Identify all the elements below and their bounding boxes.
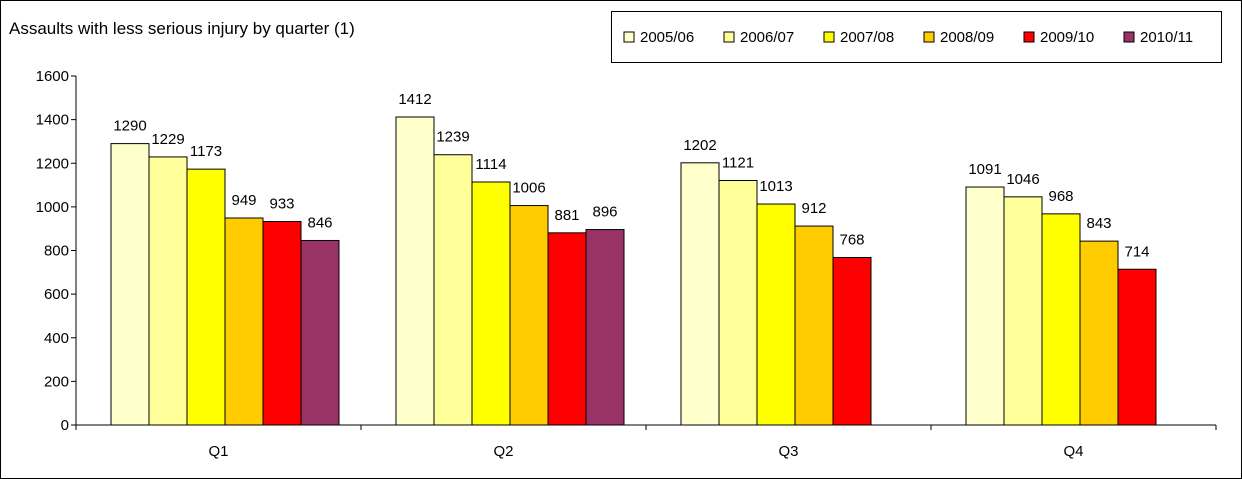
legend-label: 2010/11 bbox=[1140, 29, 1193, 46]
data-label: 1046 bbox=[1006, 171, 1039, 188]
bar-q1-series-5 bbox=[300, 239, 340, 426]
bar-q4-series-0 bbox=[965, 186, 1005, 426]
data-label: 768 bbox=[839, 231, 864, 248]
data-label: 933 bbox=[269, 195, 294, 212]
bar-q1-series-1 bbox=[148, 156, 188, 426]
chart-title: Assaults with less serious injury by qua… bbox=[9, 19, 355, 38]
bar-q2-series-3 bbox=[509, 205, 549, 426]
y-tick-label: 200 bbox=[44, 373, 69, 390]
bar-q2-series-2 bbox=[471, 181, 511, 426]
bar-q1-series-2 bbox=[186, 168, 226, 426]
data-label: 1290 bbox=[113, 118, 146, 135]
data-label: 714 bbox=[1124, 243, 1149, 260]
legend-label: 2007/08 bbox=[840, 29, 894, 46]
legend-swatch bbox=[623, 31, 635, 43]
bar-q4-series-4 bbox=[1117, 268, 1157, 426]
data-label: 881 bbox=[554, 207, 579, 224]
bar-q1-series-4 bbox=[262, 220, 302, 426]
y-tick-label: 400 bbox=[44, 330, 69, 347]
bar-q4-series-1 bbox=[1003, 196, 1043, 426]
legend-swatch bbox=[1023, 31, 1035, 43]
data-label: 1121 bbox=[722, 154, 754, 171]
legend-swatch bbox=[923, 31, 935, 43]
data-label: 1114 bbox=[475, 156, 506, 173]
data-label: 949 bbox=[231, 192, 256, 209]
y-tick-label: 1600 bbox=[36, 68, 69, 85]
y-tick-label: 0 bbox=[61, 417, 69, 434]
data-label: 1013 bbox=[759, 178, 792, 195]
legend-swatch bbox=[723, 31, 735, 43]
bar-q3-series-0 bbox=[680, 162, 720, 426]
legend-label: 2009/10 bbox=[1040, 29, 1094, 46]
y-tick-label: 800 bbox=[44, 243, 69, 260]
bar-q3-series-2 bbox=[756, 203, 796, 426]
legend-label: 2008/09 bbox=[940, 29, 994, 46]
bar-q3-series-4 bbox=[832, 256, 872, 426]
data-label: 1229 bbox=[151, 131, 184, 148]
bar-q2-series-0 bbox=[395, 116, 435, 426]
bar-q4-series-3 bbox=[1079, 240, 1119, 426]
y-tick-label: 1000 bbox=[36, 199, 69, 216]
data-label: 968 bbox=[1048, 188, 1073, 205]
x-tick-label-q4: Q4 bbox=[1063, 443, 1083, 460]
data-label: 912 bbox=[801, 200, 826, 217]
y-tick-label: 600 bbox=[44, 286, 69, 303]
y-tick-label: 1200 bbox=[36, 155, 69, 172]
x-tick-label-q3: Q3 bbox=[778, 443, 798, 460]
data-label: 846 bbox=[307, 214, 332, 231]
bar-q2-series-4 bbox=[547, 232, 587, 426]
legend-label: 2006/07 bbox=[740, 29, 794, 46]
data-label: 896 bbox=[592, 204, 617, 221]
y-tick-label: 1400 bbox=[36, 112, 69, 129]
x-tick-label-q2: Q2 bbox=[493, 443, 513, 460]
bar-q2-series-5 bbox=[585, 229, 625, 426]
bar-q1-series-3 bbox=[224, 217, 264, 426]
legend-swatch bbox=[1123, 31, 1135, 43]
data-label: 843 bbox=[1086, 215, 1111, 232]
legend: 2005/06 2006/07 2007/08 2008/09 2009/10 2010/… bbox=[611, 11, 1222, 63]
bar-q2-series-1 bbox=[433, 154, 473, 426]
bar-q3-series-1 bbox=[718, 179, 758, 426]
data-label: 1006 bbox=[512, 180, 545, 197]
bar-q4-series-2 bbox=[1041, 213, 1081, 426]
data-label: 1239 bbox=[436, 129, 469, 146]
bar-q1-series-0 bbox=[110, 143, 150, 426]
data-label: 1091 bbox=[968, 161, 1001, 178]
data-label: 1412 bbox=[398, 91, 431, 108]
bar-q3-series-3 bbox=[794, 225, 834, 426]
legend-swatch bbox=[823, 31, 835, 43]
data-label: 1173 bbox=[190, 143, 222, 160]
legend-label: 2005/06 bbox=[640, 29, 694, 46]
x-tick-label-q1: Q1 bbox=[208, 443, 228, 460]
data-label: 1202 bbox=[683, 137, 716, 154]
legend-entries: 2005/06 2006/07 2007/08 2008/09 2009/10 2010/… bbox=[623, 29, 1193, 46]
